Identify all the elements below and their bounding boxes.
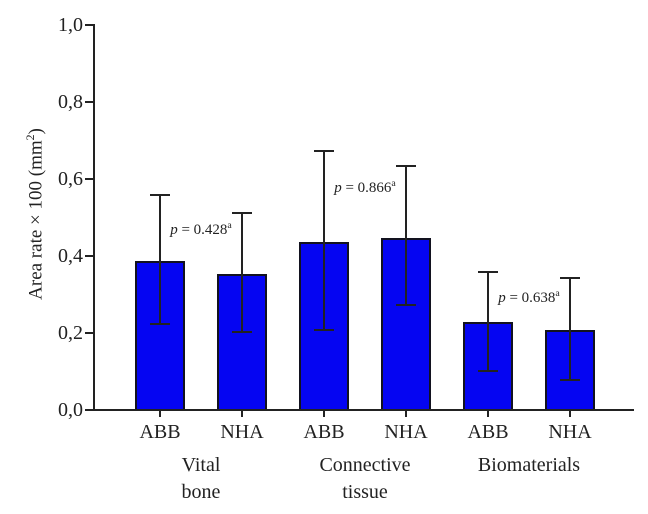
y-axis-title: Area rate × 100 (mm2) (24, 104, 50, 324)
y-axis-tick (85, 409, 93, 411)
y-axis-tick (85, 24, 93, 26)
error-bar-cap-top (560, 277, 580, 279)
x-tick-label-nha: NHA (384, 421, 428, 443)
y-axis-title-suffix: ) (25, 128, 47, 135)
error-bar-cap-top (232, 212, 252, 214)
group-label-line: bone (181, 481, 221, 503)
error-bar-line (405, 166, 407, 305)
p-equation-text: = 0.638 (505, 290, 556, 306)
p-variable: p (498, 290, 506, 306)
p-variable: p (170, 222, 178, 238)
error-bar-cap-top (314, 150, 334, 152)
p-superscript: a (391, 178, 396, 189)
y-axis-line (93, 24, 95, 411)
x-axis-tick (569, 411, 571, 417)
y-axis-tick (85, 101, 93, 103)
y-tick-label: 1,0 (58, 14, 83, 36)
error-bar-cap-top (150, 194, 170, 196)
y-tick-label: 0,2 (58, 322, 83, 344)
error-bar-cap-bottom (396, 304, 416, 306)
error-bar-line (159, 195, 161, 324)
y-axis-tick (85, 178, 93, 180)
group-label-biomaterials: Biomaterials (444, 452, 614, 479)
group-label-line: Biomaterials (477, 454, 581, 476)
y-tick-label: 0,0 (58, 399, 83, 421)
error-bar-line (569, 278, 571, 380)
y-tick-label: 0,8 (58, 91, 83, 113)
x-tick-label-nha: NHA (220, 421, 264, 443)
error-bar-cap-bottom (478, 370, 498, 372)
error-bar-cap-top (396, 165, 416, 167)
error-bar-cap-bottom (560, 379, 580, 381)
x-axis-tick (159, 411, 161, 417)
x-axis-tick (487, 411, 489, 417)
error-bar-line (241, 213, 243, 332)
group-label-line: Connective (319, 454, 411, 476)
y-axis-tick (85, 332, 93, 334)
x-axis-tick (323, 411, 325, 417)
error-bar-line (323, 151, 325, 330)
p-equation-text: = 0.428 (177, 222, 228, 238)
error-bar-cap-bottom (232, 331, 252, 333)
x-axis-line (93, 409, 634, 411)
group-label-line: Vital (181, 454, 221, 476)
p-variable: p (334, 180, 342, 196)
y-tick-label: 0,4 (58, 245, 83, 267)
x-axis-tick (405, 411, 407, 417)
y-axis-title-superscript: 2 (24, 134, 37, 141)
error-bar-cap-bottom (314, 329, 334, 331)
y-axis-title-text: Area rate × 100 (mm (25, 140, 47, 300)
error-bar-cap-top (478, 271, 498, 273)
y-axis-tick (85, 255, 93, 257)
p-value-annotation: p = 0.638a (454, 283, 604, 306)
x-tick-label-nha: NHA (548, 421, 592, 443)
p-equation-text: = 0.866 (341, 180, 392, 196)
group-label-vital-bone: Vital bone (116, 452, 286, 506)
error-bar-cap-bottom (150, 323, 170, 325)
x-tick-label-abb: ABB (139, 421, 181, 443)
p-value-annotation: p = 0.428a (126, 215, 276, 238)
p-superscript: a (227, 220, 232, 231)
group-label-connective-tissue: Connective tissue (280, 452, 450, 506)
y-tick-label: 0,6 (58, 168, 83, 190)
error-bar-line (487, 272, 489, 370)
x-tick-label-abb: ABB (303, 421, 345, 443)
x-axis-tick (241, 411, 243, 417)
x-tick-label-abb: ABB (467, 421, 509, 443)
p-superscript: a (555, 288, 560, 299)
p-value-annotation: p = 0.866a (290, 173, 440, 196)
group-label-line: tissue (342, 481, 388, 503)
